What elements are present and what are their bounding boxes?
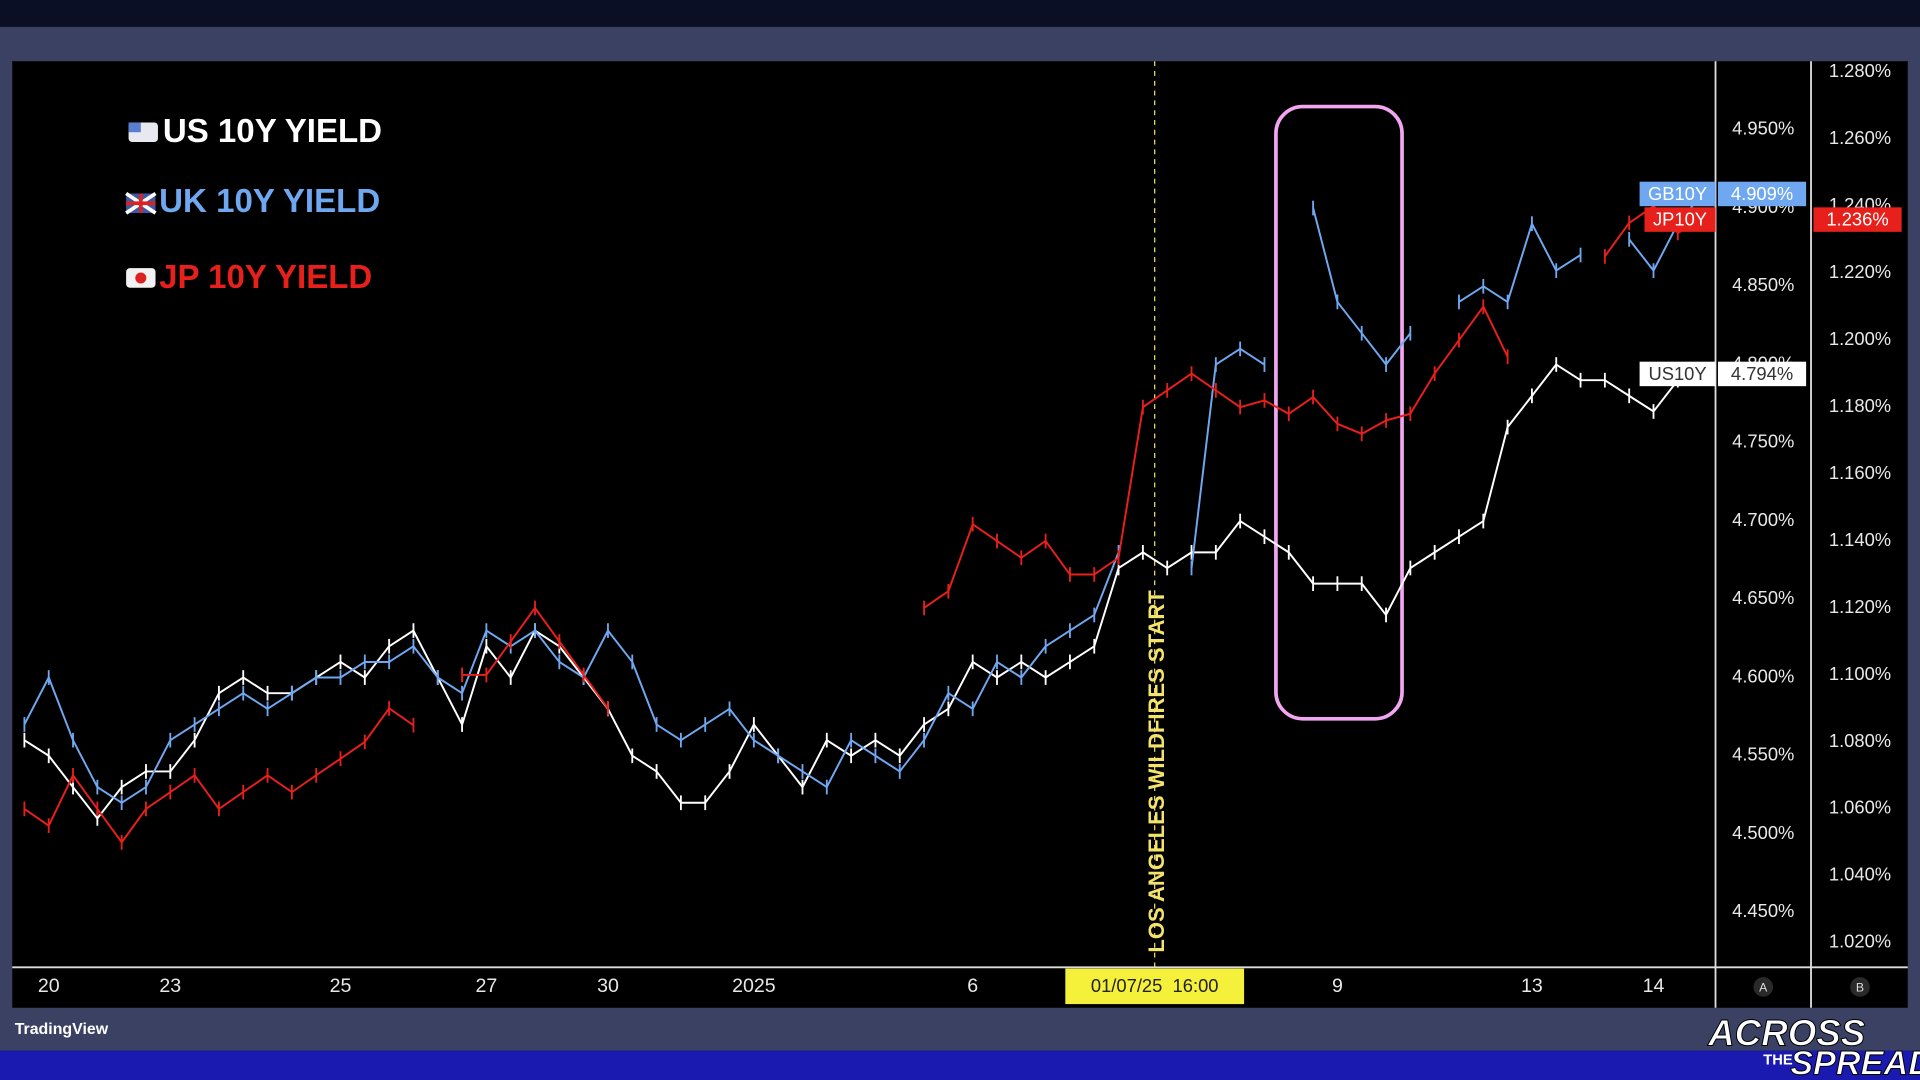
price-tag-bg xyxy=(1717,181,1807,207)
y-tick-label: 4.500% xyxy=(1732,822,1794,843)
bottom-strip xyxy=(0,1050,1920,1080)
y2-tick-label: 1.020% xyxy=(1829,931,1891,952)
platform-name: TradingView xyxy=(15,1021,109,1038)
crosshair-label: 01/07/25 16:00 xyxy=(1091,975,1219,996)
y2-tick-label: 1.260% xyxy=(1829,127,1891,148)
crosshair-label-bg xyxy=(1065,968,1245,1005)
axis-name[interactable]: B xyxy=(1856,980,1864,994)
price-tag-name: GB10Y xyxy=(1648,183,1707,204)
logo: ACROSS xyxy=(1707,1013,1866,1054)
y-tick-label: 4.550% xyxy=(1732,744,1794,765)
y2-tick-label: 1.280% xyxy=(1829,60,1891,81)
y2-tick-label: 1.060% xyxy=(1829,797,1891,818)
y-tick-label: 4.850% xyxy=(1732,274,1794,295)
y-tick-label: 4.600% xyxy=(1732,665,1794,686)
annotation: LOS ANGELES WILDFIRES START xyxy=(1144,590,1169,953)
x-tick-label: 20 xyxy=(38,975,60,997)
flag xyxy=(126,268,156,288)
axis-button[interactable] xyxy=(1753,977,1774,997)
axis-button[interactable] xyxy=(1850,977,1870,997)
x-tick-label: 23 xyxy=(159,975,181,997)
legend-entry: UK 10Y YIELD xyxy=(159,183,380,220)
price-tag-bg xyxy=(1639,361,1716,387)
x-tick-label: 6 xyxy=(967,975,978,997)
price-tag-value: 4.794% xyxy=(1731,363,1793,384)
price-tag-bg xyxy=(1813,207,1902,232)
y2-tick-label: 1.080% xyxy=(1829,730,1891,751)
price-tag-bg xyxy=(1644,207,1716,232)
flag xyxy=(125,191,157,215)
price-tag-value: 1.236% xyxy=(1826,209,1888,230)
price-tag-name: US10Y xyxy=(1648,363,1706,384)
x-tick-label: 27 xyxy=(475,975,497,997)
x-tick-label: 14 xyxy=(1643,975,1665,997)
x-tick-label: 13 xyxy=(1521,975,1543,997)
chart-area xyxy=(12,61,1908,1008)
x-tick-label: 30 xyxy=(597,975,619,997)
y2-tick-label: 1.100% xyxy=(1829,663,1891,684)
y2-tick-label: 1.120% xyxy=(1829,596,1891,617)
y-tick-label: 4.650% xyxy=(1732,587,1794,608)
logo: SPREAD xyxy=(1790,1044,1920,1080)
y2-tick-label: 1.040% xyxy=(1829,864,1891,885)
plot xyxy=(23,186,1704,850)
price-tag-bg xyxy=(1717,361,1807,387)
y-tick-label: 4.450% xyxy=(1732,900,1794,921)
y-tick-label: 4.700% xyxy=(1732,509,1794,530)
logo: THE xyxy=(1763,1052,1793,1068)
legend-entry: US 10Y YIELD xyxy=(163,113,382,150)
price-tag-bg xyxy=(1639,181,1716,207)
flag xyxy=(128,122,158,143)
y2-tick-label: 1.160% xyxy=(1829,462,1891,483)
x-tick-label: 9 xyxy=(1332,975,1343,997)
y2-tick-label: 1.220% xyxy=(1829,261,1891,282)
y2-tick-label: 1.140% xyxy=(1829,529,1891,550)
price-tag-name: JP10Y xyxy=(1653,209,1707,230)
y-tick-label: 4.950% xyxy=(1732,118,1794,139)
axis-name[interactable]: A xyxy=(1759,980,1768,994)
x-tick-label: 2025 xyxy=(732,975,776,997)
y2-tick-label: 1.200% xyxy=(1829,328,1891,349)
y2-tick-label: 1.180% xyxy=(1829,395,1891,416)
y-tick-label: 4.750% xyxy=(1732,431,1794,452)
highlight-box xyxy=(1274,104,1404,721)
x-tick-label: 25 xyxy=(330,975,352,997)
legend-entry: JP 10Y YIELD xyxy=(159,259,372,296)
price-tag-value: 4.909% xyxy=(1731,183,1793,204)
